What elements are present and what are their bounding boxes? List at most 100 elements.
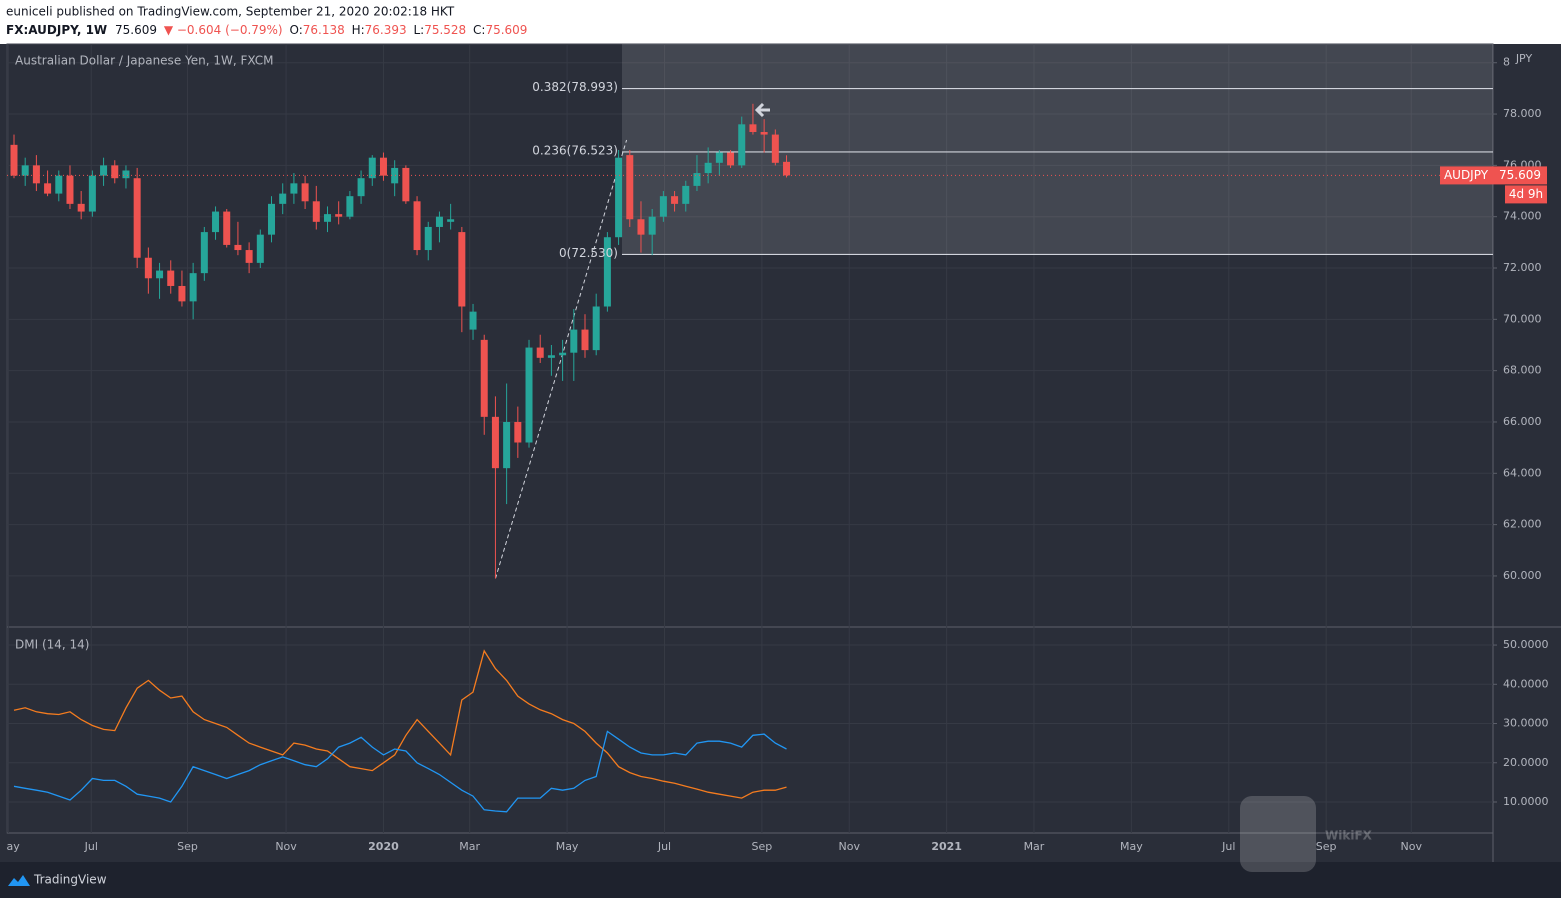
y-tick-label: 68.000 (1503, 364, 1542, 377)
candle-body (32, 165, 40, 184)
candle-body (592, 306, 600, 351)
x-tick-label: 2020 (368, 840, 399, 853)
candle-body (111, 165, 119, 179)
candle-body (447, 219, 455, 222)
symbol: FX:AUDJPY, 1W (6, 23, 107, 37)
y-tick-label: 8 (1503, 56, 1510, 69)
candle-body (547, 355, 555, 358)
candle-body (133, 178, 141, 258)
candle-body (727, 152, 735, 166)
arrow-annotation (754, 102, 770, 118)
x-tick-label: May (1120, 840, 1143, 853)
y-tick-label: 78.000 (1503, 107, 1542, 120)
candle-body (581, 329, 589, 351)
dmi-line (13, 730, 787, 813)
y-tick-label: 66.000 (1503, 415, 1542, 428)
ohlc-value: 75.609 (485, 23, 527, 37)
candle-body (335, 214, 343, 217)
candle-body (122, 170, 130, 179)
candle-body (167, 270, 175, 286)
candle-body (503, 421, 511, 469)
x-tick-label: Mar (459, 840, 480, 853)
y-tick-label: 10.0000 (1503, 795, 1549, 808)
candle-body (514, 421, 522, 443)
watermark-logo (1240, 796, 1316, 872)
candle-body (659, 196, 667, 217)
candle-body (671, 196, 679, 204)
symbol-line: FX:AUDJPY, 1W 75.609 ▼ −0.604 (−0.79%) O… (6, 23, 527, 37)
y-unit: JPY (1515, 52, 1533, 65)
candle-body (715, 152, 723, 163)
price-pane-title: Australian Dollar / Japanese Yen, 1W, FX… (15, 54, 273, 68)
y-tick-label: 30.0000 (1503, 717, 1549, 730)
candle-body (100, 165, 108, 176)
x-axis: May Jul Sep Nov 2020 Mar May Jul Sep Nov 2021 Mar Ma… (0, 840, 1422, 853)
candle-body (357, 178, 365, 197)
countdown: 4d 9h (1509, 187, 1543, 201)
candle-body (312, 201, 320, 222)
ohlc-key: H: (352, 23, 365, 37)
candle-body (391, 167, 399, 184)
candle-body (223, 211, 231, 245)
tradingview-logo: TradingView (8, 873, 107, 887)
candle-body (234, 244, 242, 251)
price: 75.609 (115, 23, 157, 37)
fib-label: 0.382(78.993) (532, 80, 618, 94)
candle-body (413, 201, 421, 251)
candle-body (760, 132, 768, 135)
candle-body (783, 161, 791, 176)
candle-body (682, 185, 690, 204)
trend-line (494, 139, 628, 579)
candle-body (256, 234, 264, 263)
ohlc-value: 75.528 (424, 23, 466, 37)
candle-body (626, 155, 634, 220)
footer-bar (0, 862, 1561, 898)
x-tick-label: May (556, 840, 579, 853)
candle-body (424, 226, 432, 251)
ohlc-key: C: (473, 23, 485, 37)
candle-body (301, 183, 309, 202)
price-tag-value: 75.609 (1499, 168, 1541, 182)
candle-body (469, 311, 477, 330)
logo-icon (8, 875, 30, 886)
y-tick-label: 62.000 (1503, 518, 1542, 531)
ohlc-key: O: (289, 23, 302, 37)
candle-body (749, 124, 757, 133)
y-tick-label: 64.000 (1503, 466, 1542, 479)
x-tick-label: Mar (1024, 840, 1045, 853)
candle-body (648, 216, 656, 235)
candle-body (88, 175, 96, 212)
price-tag-bg (1493, 166, 1547, 185)
overlay-layer: 60.000 62.000 64.000 66.000 68.000 70.000 72.0… (532, 56, 1548, 808)
candle-body (66, 175, 74, 204)
candle-body (402, 167, 410, 202)
x-tick-label: Sep (752, 840, 773, 853)
candle-body (245, 250, 253, 263)
ohlc-value: 76.393 (365, 23, 407, 37)
candle-body (525, 347, 533, 443)
fib-label: 0.236(76.523) (532, 143, 618, 157)
x-tick-label: May (0, 840, 20, 853)
candle-body (368, 157, 376, 179)
candle-body (279, 193, 287, 204)
candle-body (212, 211, 220, 233)
x-tick-label: Jul (1221, 840, 1235, 853)
price-tag-bg (1440, 166, 1493, 185)
candle-body (559, 352, 567, 356)
dmi-line (13, 649, 787, 799)
candle-body (458, 232, 466, 307)
candle-body (570, 329, 578, 353)
x-tick-label: Nov (838, 840, 860, 853)
x-tick-label: 2021 (931, 840, 962, 853)
candle-body (77, 203, 85, 212)
candle-body (435, 216, 443, 227)
brand: TradingView (33, 873, 107, 887)
fib-label: 0(72.530) (559, 246, 618, 260)
published-line: euniceli published on TradingView.com, S… (6, 5, 455, 19)
y-tick-label: 40.0000 (1503, 677, 1549, 690)
candle-body (144, 257, 152, 279)
candle-body (615, 157, 623, 238)
candle-body (268, 203, 276, 235)
candle-body (379, 157, 387, 176)
